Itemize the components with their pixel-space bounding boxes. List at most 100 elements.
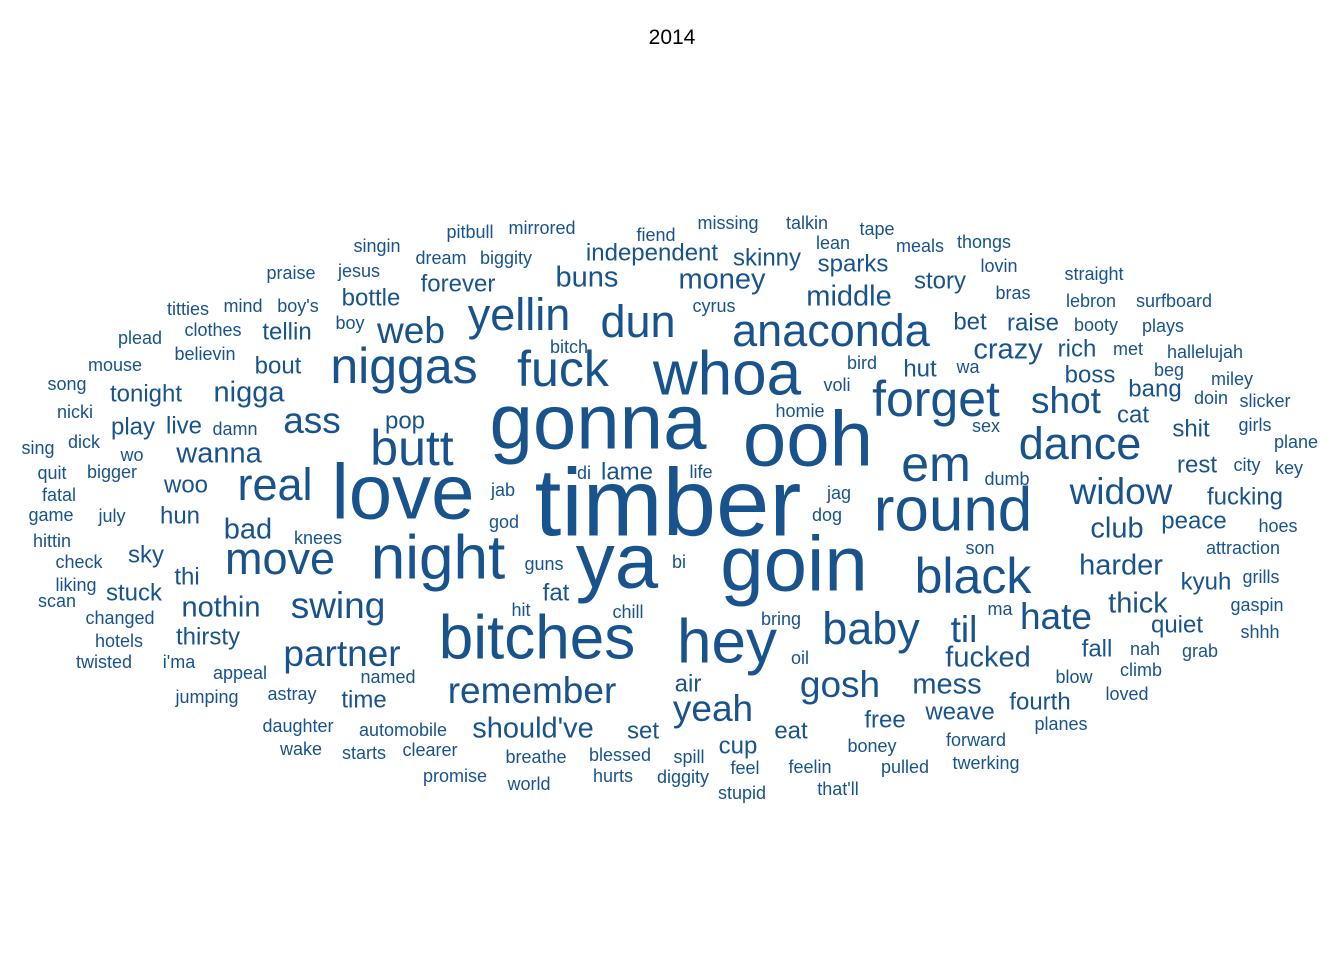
word-nigga: nigga: [214, 377, 286, 409]
word-thongs: thongs: [957, 232, 1011, 252]
word-yellin: yellin: [468, 289, 571, 340]
word-hoes: hoes: [1258, 516, 1297, 536]
word-wo: wo: [119, 445, 143, 465]
word-tonight: tonight: [110, 380, 182, 407]
word-homie: homie: [775, 401, 824, 421]
word-partner: partner: [283, 633, 400, 674]
word-son: son: [965, 538, 994, 558]
word-thi: thi: [174, 563, 199, 590]
word-middle: middle: [806, 281, 891, 313]
word-skinny: skinny: [733, 244, 801, 271]
word-starts: starts: [342, 743, 386, 763]
word-wanna: wanna: [175, 438, 262, 470]
word-guns: guns: [524, 554, 563, 574]
word-shhh: shhh: [1240, 622, 1279, 642]
word-boy-s: boy's: [277, 296, 318, 316]
word-hit: hit: [511, 600, 530, 620]
word-twisted: twisted: [76, 652, 132, 672]
word-quit: quit: [37, 463, 66, 483]
word-forward: forward: [946, 730, 1006, 750]
word-ooh: ooh: [743, 395, 873, 483]
word-feel: feel: [730, 758, 759, 778]
word-jab: jab: [490, 480, 515, 500]
word-anaconda: anaconda: [732, 305, 931, 356]
word-timber: timber: [535, 449, 802, 556]
word-crazy: crazy: [973, 334, 1043, 366]
word-live: live: [166, 412, 202, 439]
word-dun: dun: [600, 296, 675, 347]
word-should-ve: should've: [472, 713, 594, 745]
word-bang: bang: [1128, 375, 1181, 402]
word-i-ma: i'ma: [163, 652, 196, 672]
word-liking: liking: [55, 575, 96, 595]
word-mess: mess: [912, 669, 981, 701]
word-titties: titties: [167, 299, 209, 319]
word-thirsty: thirsty: [176, 623, 240, 650]
word-boney: boney: [847, 736, 896, 756]
word-story: story: [914, 267, 966, 294]
word-forever: forever: [421, 270, 496, 297]
word-web: web: [376, 310, 445, 351]
word-grab: grab: [1182, 641, 1218, 661]
word-butt: butt: [370, 420, 454, 476]
word-sex: sex: [972, 416, 1000, 436]
word-plane: plane: [1274, 432, 1318, 452]
word-met: met: [1113, 339, 1143, 359]
word-gaspin: gaspin: [1230, 595, 1283, 615]
word-fucking: fucking: [1207, 483, 1283, 510]
word-sky: sky: [128, 541, 164, 568]
word-bird: bird: [847, 353, 877, 373]
word-hey: hey: [677, 607, 777, 676]
word-nah: nah: [1130, 639, 1160, 659]
word-bitches: bitches: [439, 603, 635, 672]
word-gosh: gosh: [800, 664, 880, 705]
word-black: black: [915, 548, 1033, 604]
word-fat: fat: [543, 579, 570, 606]
word-gonna: gonna: [490, 378, 708, 466]
word-boy: boy: [335, 313, 364, 333]
word-fatal: fatal: [42, 485, 76, 505]
word-niggas: niggas: [330, 338, 477, 394]
word-that-ll: that'll: [817, 779, 858, 799]
word-appeal: appeal: [213, 663, 267, 683]
word-hut: hut: [903, 355, 937, 382]
word-grills: grills: [1242, 567, 1279, 587]
word-promise: promise: [423, 766, 487, 786]
word-peace: peace: [1161, 507, 1226, 534]
word-thick: thick: [1108, 588, 1168, 620]
word-lame: lame: [601, 458, 653, 485]
word-shit: shit: [1172, 415, 1210, 442]
word-weave: weave: [924, 698, 994, 725]
word-lean: lean: [816, 233, 850, 253]
word-buns: buns: [556, 262, 619, 294]
word-daughter: daughter: [262, 716, 333, 736]
word-sparks: sparks: [818, 250, 889, 277]
word-bout: bout: [255, 352, 302, 379]
word-goin: goin: [720, 520, 867, 608]
word-breathe: breathe: [505, 747, 566, 767]
word-ya: ya: [576, 517, 659, 605]
word-real: real: [237, 459, 312, 510]
word-attraction: attraction: [1206, 538, 1280, 558]
word-harder: harder: [1079, 550, 1163, 582]
word-lebron: lebron: [1066, 291, 1116, 311]
word-ass: ass: [283, 400, 341, 441]
word-automobile: automobile: [359, 720, 447, 740]
word-tellin: tellin: [262, 318, 311, 345]
word-diggity: diggity: [657, 767, 709, 787]
word-miley: miley: [1211, 369, 1253, 389]
word-jumping: jumping: [174, 687, 238, 707]
word-quiet: quiet: [1151, 611, 1203, 638]
word-bring: bring: [761, 609, 801, 629]
word-boss: boss: [1065, 361, 1116, 388]
word-nothin: nothin: [181, 592, 260, 624]
word-doin: doin: [1194, 388, 1228, 408]
word-wa: wa: [955, 357, 980, 377]
word-air: air: [675, 670, 702, 697]
word-nicki: nicki: [57, 402, 93, 422]
word-beg: beg: [1154, 360, 1184, 380]
word-yeah: yeah: [673, 688, 753, 729]
word-money: money: [678, 264, 766, 296]
